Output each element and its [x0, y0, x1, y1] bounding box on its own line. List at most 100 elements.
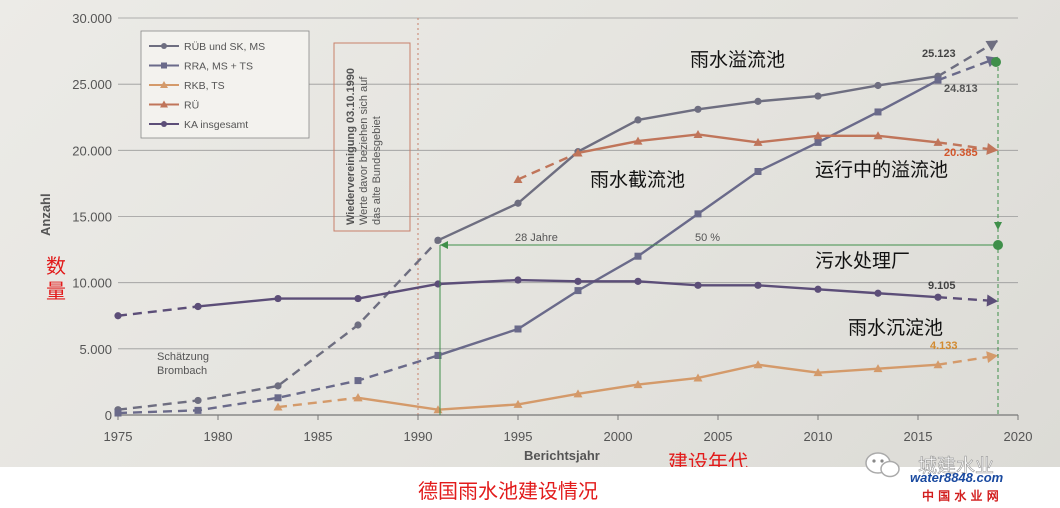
wechat-icon: [865, 452, 900, 478]
series-line-dashed: [117, 239, 439, 411]
legend: RÜB und SK, MS RRA, MS + TS RKB, TS RÜ KA in…: [140, 30, 310, 139]
series-line-dashed: [117, 305, 199, 317]
legend-label: RRA, MS + TS: [184, 61, 253, 73]
data-point: [514, 199, 522, 207]
x-tick-label: 1985: [304, 429, 333, 444]
y-tick-label: 15.000: [72, 210, 112, 225]
legend-marker: [161, 62, 167, 69]
data-point: [354, 294, 362, 303]
series-arrow: [986, 294, 998, 307]
data-point: [933, 360, 943, 369]
watermark: 城建水业 water8848.com 中 国 水 业 网: [852, 442, 1052, 504]
data-point: [573, 148, 583, 157]
cn-label-overflow-running: 运行中的溢流池: [815, 159, 948, 181]
marker-2019-half: [993, 240, 1003, 250]
data-point: [514, 276, 522, 284]
estimate-label-1: Schätzung: [157, 351, 209, 363]
series-4: [114, 276, 999, 320]
value-label-rue: 20.385: [944, 147, 978, 159]
data-point: [434, 351, 442, 359]
y-axis-title: Anzahl: [38, 193, 53, 236]
data-point: [873, 364, 883, 373]
y-tick-label: 30.000: [72, 11, 112, 26]
data-point: [693, 373, 703, 382]
data-point: [573, 389, 583, 398]
data-point: [434, 236, 442, 244]
x-axis-title: Berichtsjahr: [524, 448, 600, 463]
x-tick-label: 2015: [904, 429, 933, 444]
data-point: [694, 105, 702, 113]
series-line: [357, 363, 939, 411]
data-point: [273, 402, 283, 411]
reunification-line-2: das alte Bundesgebiet: [371, 116, 383, 225]
data-point: [114, 312, 122, 320]
data-point: [354, 321, 362, 329]
series-line-dashed: [517, 151, 579, 181]
data-point: [274, 394, 282, 402]
estimate-label-2: Brombach: [157, 365, 207, 377]
data-point: [753, 137, 763, 146]
data-point: [754, 97, 762, 105]
y-tick-label: 20.000: [72, 143, 112, 158]
data-point: [813, 368, 823, 377]
data-point: [354, 377, 362, 385]
cn-label-sedimentation-basin: 雨水沉淀池: [848, 317, 943, 339]
data-point: [874, 81, 882, 90]
cn-x-label: 建设年代: [668, 450, 748, 467]
x-tick-label: 1990: [404, 429, 433, 444]
legend-marker: [161, 43, 167, 49]
data-point: [753, 360, 763, 369]
series-3: [513, 129, 999, 183]
watermark-brand: 城建水业: [918, 455, 994, 477]
data-point: [513, 174, 523, 183]
data-point: [514, 325, 522, 333]
reunification-title: Wiedervereinigung 03.10.1990: [345, 68, 357, 225]
data-point: [814, 138, 822, 146]
data-point: [754, 168, 762, 176]
data-point: [634, 277, 642, 285]
data-point: [194, 396, 202, 405]
series-arrow: [985, 40, 998, 52]
value-label-rra: 24.813: [944, 83, 978, 95]
legend-label: RÜ: [184, 100, 199, 112]
data-point: [574, 277, 582, 285]
value-label-ka: 9.105: [928, 280, 956, 292]
data-point: [874, 289, 882, 297]
x-tick-label: 2005: [704, 429, 733, 444]
data-point: [694, 210, 702, 218]
reunification-line-1: Werte davor beziehen sich auf: [358, 76, 370, 225]
series-line: [197, 278, 939, 308]
legend-label: RKB, TS: [184, 80, 225, 92]
data-point: [693, 129, 703, 138]
data-point: [274, 294, 282, 303]
data-point: [513, 399, 523, 408]
data-point: [814, 92, 822, 100]
data-point: [934, 293, 942, 301]
data-point: [694, 281, 702, 289]
value-label-rueb: 25.123: [922, 48, 956, 60]
data-point: [194, 406, 202, 414]
watermark-site: water8848.com: [910, 470, 1004, 485]
legend-label: KA insgesamt: [184, 119, 248, 131]
series-line-forecast: [937, 39, 999, 78]
data-point: [933, 137, 943, 146]
x-tick-label: 2010: [804, 429, 833, 444]
data-point: [813, 131, 823, 140]
data-point: [434, 280, 442, 288]
marker-2019-full: [991, 57, 1001, 67]
axes: 0 5.000 10.000 15.000 20.000 25.000 30.000 1975…: [38, 11, 1032, 463]
y-tick-label: 25.000: [72, 77, 112, 92]
cn-label-wastewater-plant: 污水处理厂: [815, 250, 910, 272]
data-point: [114, 409, 122, 417]
legend-label: RÜB und SK, MS: [184, 41, 265, 53]
series-line: [437, 79, 939, 357]
x-tick-label: 2020: [1004, 429, 1033, 444]
legend-marker: [160, 81, 168, 88]
caption: 德国雨水池建设情况: [418, 479, 598, 503]
data-point: [873, 131, 883, 140]
cn-y-label-2: 量: [46, 279, 66, 303]
series-line-dashed: [277, 396, 359, 409]
cn-y-label-1: 数: [46, 254, 66, 278]
data-point: [634, 116, 642, 124]
y-tick-label: 0: [105, 408, 112, 423]
